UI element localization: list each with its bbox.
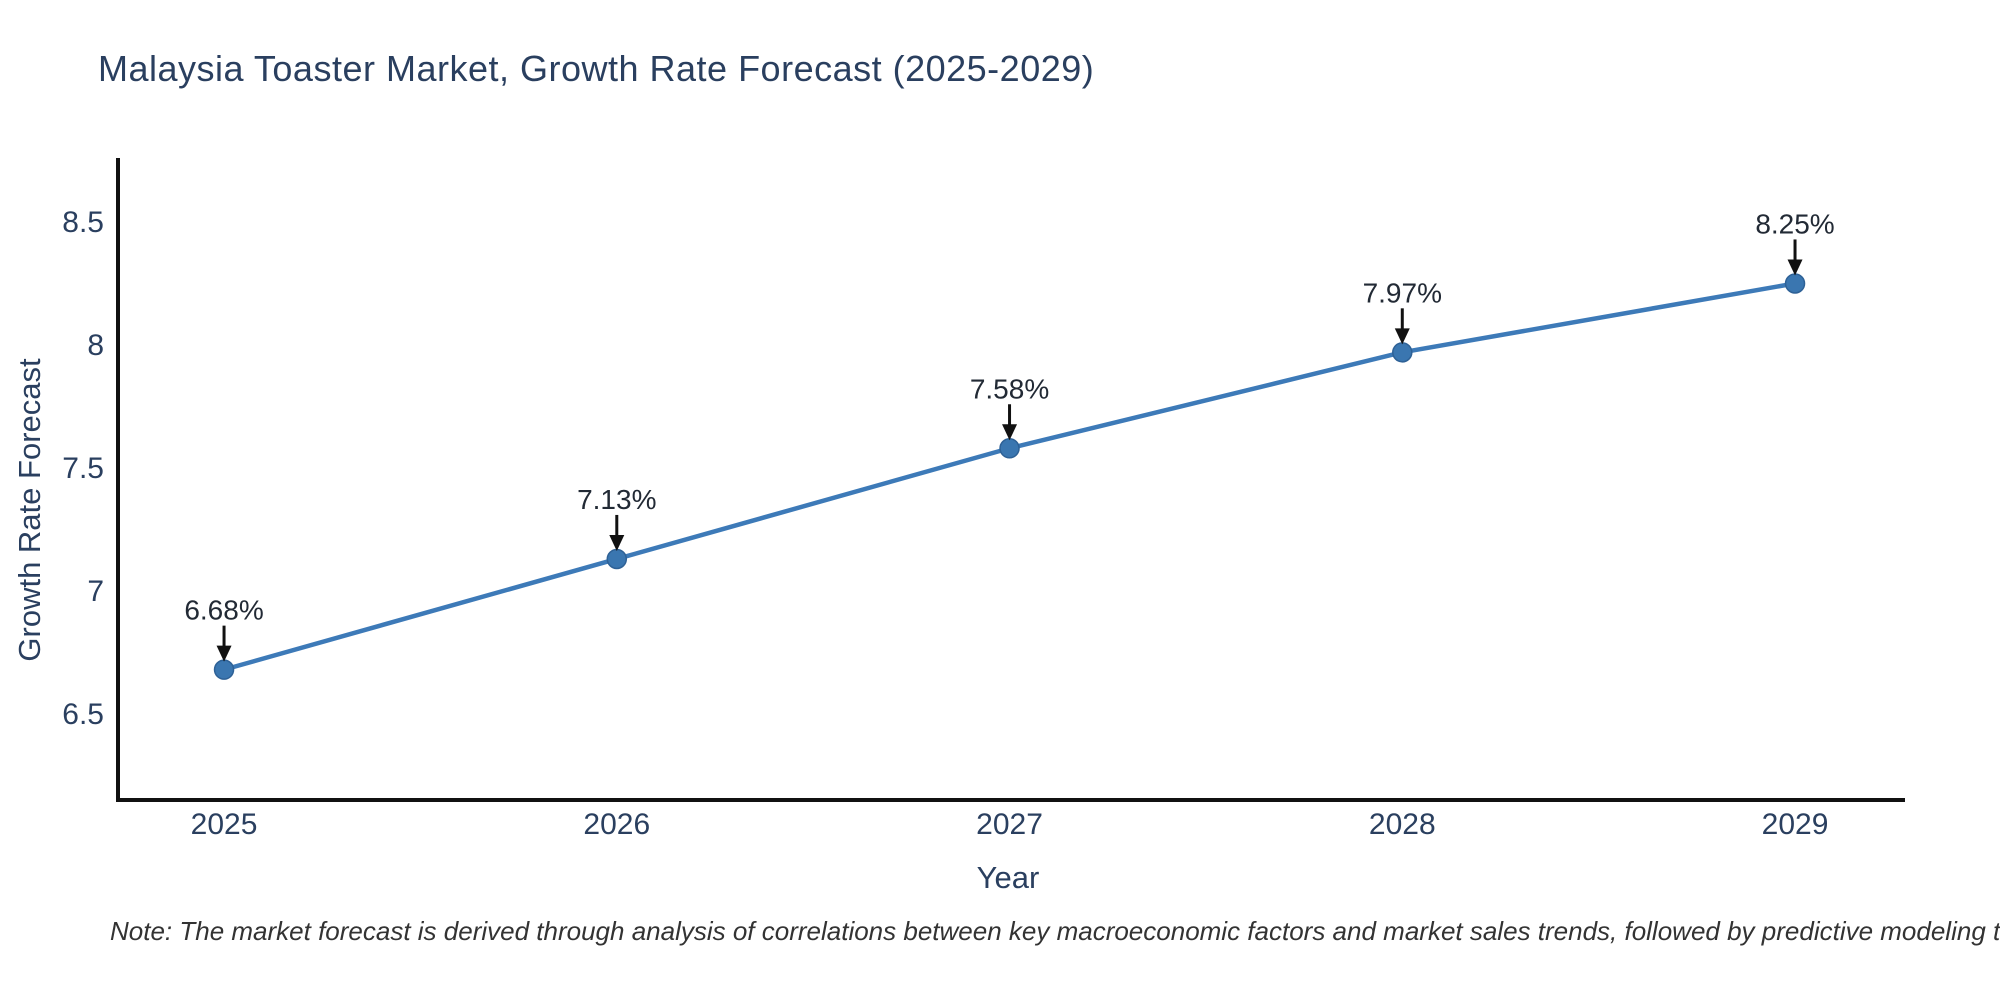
data-point-2026 xyxy=(606,548,628,570)
x-tick-label-2028: 2028 xyxy=(1369,808,1436,841)
x-axis-title: Year xyxy=(976,860,1040,895)
y-tick-label-7.5: 7.5 xyxy=(62,452,104,485)
annotation-label-2026: 7.13% xyxy=(577,484,656,515)
x-tick-label-2029: 2029 xyxy=(1762,808,1829,841)
y-axis-title: Growth Rate Forecast xyxy=(12,358,47,662)
y-tick-label-6.5: 6.5 xyxy=(62,698,104,731)
y-tick-label-8: 8 xyxy=(87,329,104,362)
series-line xyxy=(221,281,1798,672)
x-tick-label-2026: 2026 xyxy=(583,808,650,841)
annotation-label-2027: 7.58% xyxy=(970,373,1049,404)
data-point-2025 xyxy=(213,659,235,680)
y-tick-label-7: 7 xyxy=(87,575,104,608)
data-point-2029 xyxy=(1784,273,1806,294)
chart-title: Malaysia Toaster Market, Growth Rate For… xyxy=(98,48,1095,89)
annotation-arrowhead-2025 xyxy=(216,645,232,662)
x-tick-label-2027: 2027 xyxy=(976,808,1043,841)
annotation-label-2029: 8.25% xyxy=(1755,208,1834,239)
annotation-arrowhead-2028 xyxy=(1394,328,1410,345)
footnote: Note: The market forecast is derived thr… xyxy=(110,916,2000,946)
y-tick-label-8.5: 8.5 xyxy=(62,206,104,239)
data-point-2028 xyxy=(1392,342,1413,363)
annotation-arrowhead-2026 xyxy=(609,534,625,551)
annotation-label-2025: 6.68% xyxy=(184,595,263,626)
data-point-2027 xyxy=(999,438,1020,459)
x-tick-label-2025: 2025 xyxy=(191,808,258,841)
annotation-arrowhead-2029 xyxy=(1787,259,1803,276)
annotation-arrowhead-2027 xyxy=(1002,424,1018,441)
annotation-label-2028: 7.97% xyxy=(1363,277,1442,308)
